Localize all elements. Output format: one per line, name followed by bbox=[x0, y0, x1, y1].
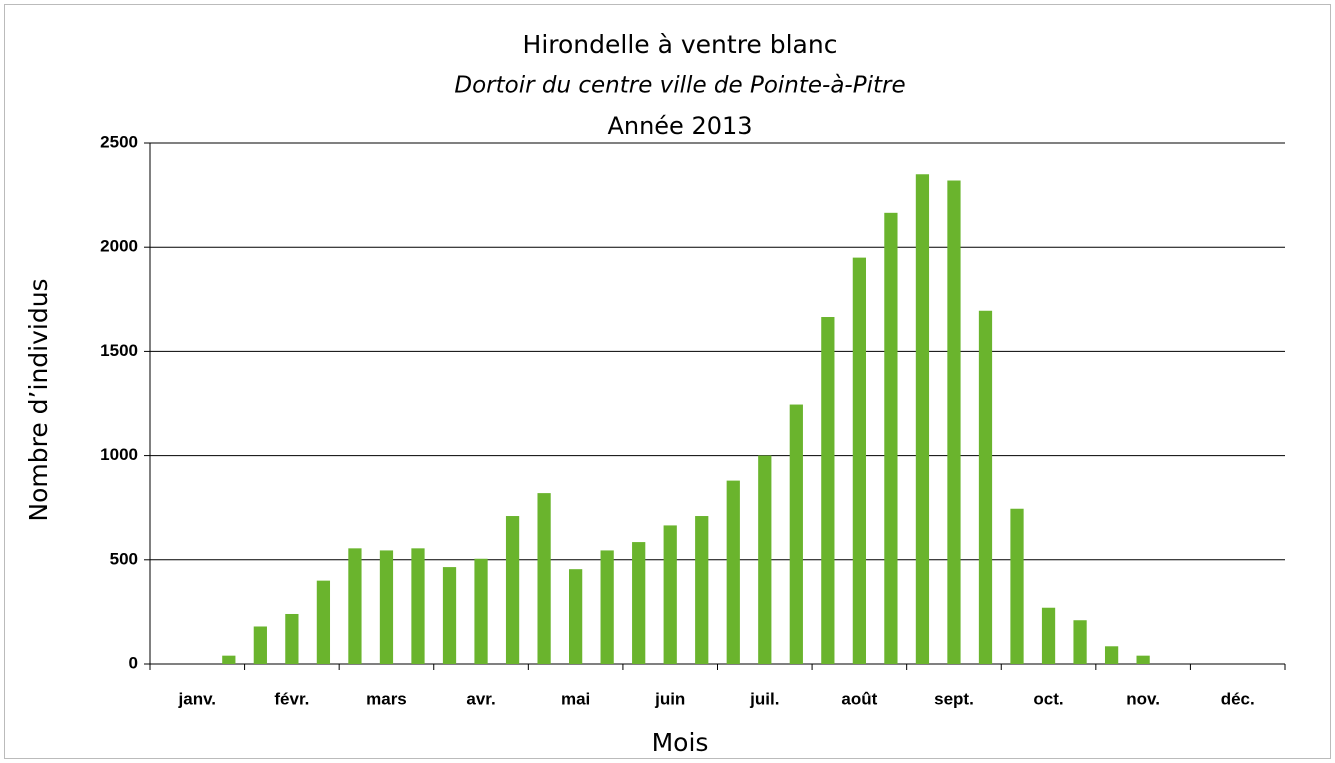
y-tick-label: 1500 bbox=[100, 341, 138, 360]
x-tick-label: avr. bbox=[466, 689, 495, 708]
chart-subtitle: Année 2013 bbox=[607, 112, 752, 140]
bar bbox=[442, 567, 457, 664]
x-tick-label: août bbox=[841, 689, 877, 708]
frame bbox=[4, 4, 1331, 759]
x-tick-label: mars bbox=[366, 689, 407, 708]
bar bbox=[1073, 620, 1087, 664]
bar bbox=[663, 525, 677, 664]
bar bbox=[947, 180, 961, 664]
bar bbox=[222, 655, 236, 664]
y-tick-label: 500 bbox=[110, 549, 138, 568]
bar bbox=[285, 613, 299, 664]
y-tick-label: 2000 bbox=[100, 237, 138, 256]
x-tick-label: juil. bbox=[749, 689, 779, 708]
x-tick-label: déc. bbox=[1221, 689, 1255, 708]
bar bbox=[852, 257, 866, 664]
x-tick-label: juin bbox=[654, 689, 685, 708]
bar bbox=[253, 626, 267, 664]
bar bbox=[505, 516, 520, 664]
bar bbox=[978, 310, 993, 664]
bar bbox=[569, 569, 583, 664]
bar bbox=[758, 455, 772, 664]
x-axis-label: Mois bbox=[652, 728, 709, 757]
bar bbox=[821, 317, 835, 664]
bar bbox=[316, 580, 331, 664]
bar bbox=[884, 212, 898, 664]
bar bbox=[411, 548, 425, 664]
bar bbox=[474, 558, 488, 664]
y-axis-label: Nombre d’individus bbox=[24, 278, 53, 521]
bar bbox=[695, 516, 709, 664]
x-tick-label: nov. bbox=[1126, 689, 1160, 708]
y-tick-label: 2500 bbox=[100, 132, 138, 151]
x-tick-label: oct. bbox=[1033, 689, 1063, 708]
bar bbox=[537, 493, 551, 664]
x-tick-label: mai bbox=[561, 689, 590, 708]
bar bbox=[789, 404, 803, 664]
bar bbox=[348, 548, 362, 664]
x-tick-label: sept. bbox=[934, 689, 974, 708]
chart-title: Hirondelle à ventre blanc bbox=[523, 30, 838, 59]
y-tick-label: 0 bbox=[129, 653, 138, 672]
x-tick-label: janv. bbox=[178, 689, 216, 708]
bar bbox=[379, 550, 394, 664]
bar bbox=[1041, 607, 1056, 664]
bar bbox=[1104, 646, 1119, 664]
bar bbox=[1010, 508, 1024, 664]
y-tick-label: 1000 bbox=[100, 445, 138, 464]
chart-subtitle: Dortoir du centre ville de Pointe-à-Pitr… bbox=[454, 73, 905, 99]
bar bbox=[600, 550, 614, 664]
bar bbox=[1136, 655, 1150, 664]
bar bbox=[915, 174, 930, 664]
x-tick-label: févr. bbox=[274, 689, 309, 708]
bar bbox=[632, 542, 646, 664]
bar bbox=[726, 480, 740, 664]
